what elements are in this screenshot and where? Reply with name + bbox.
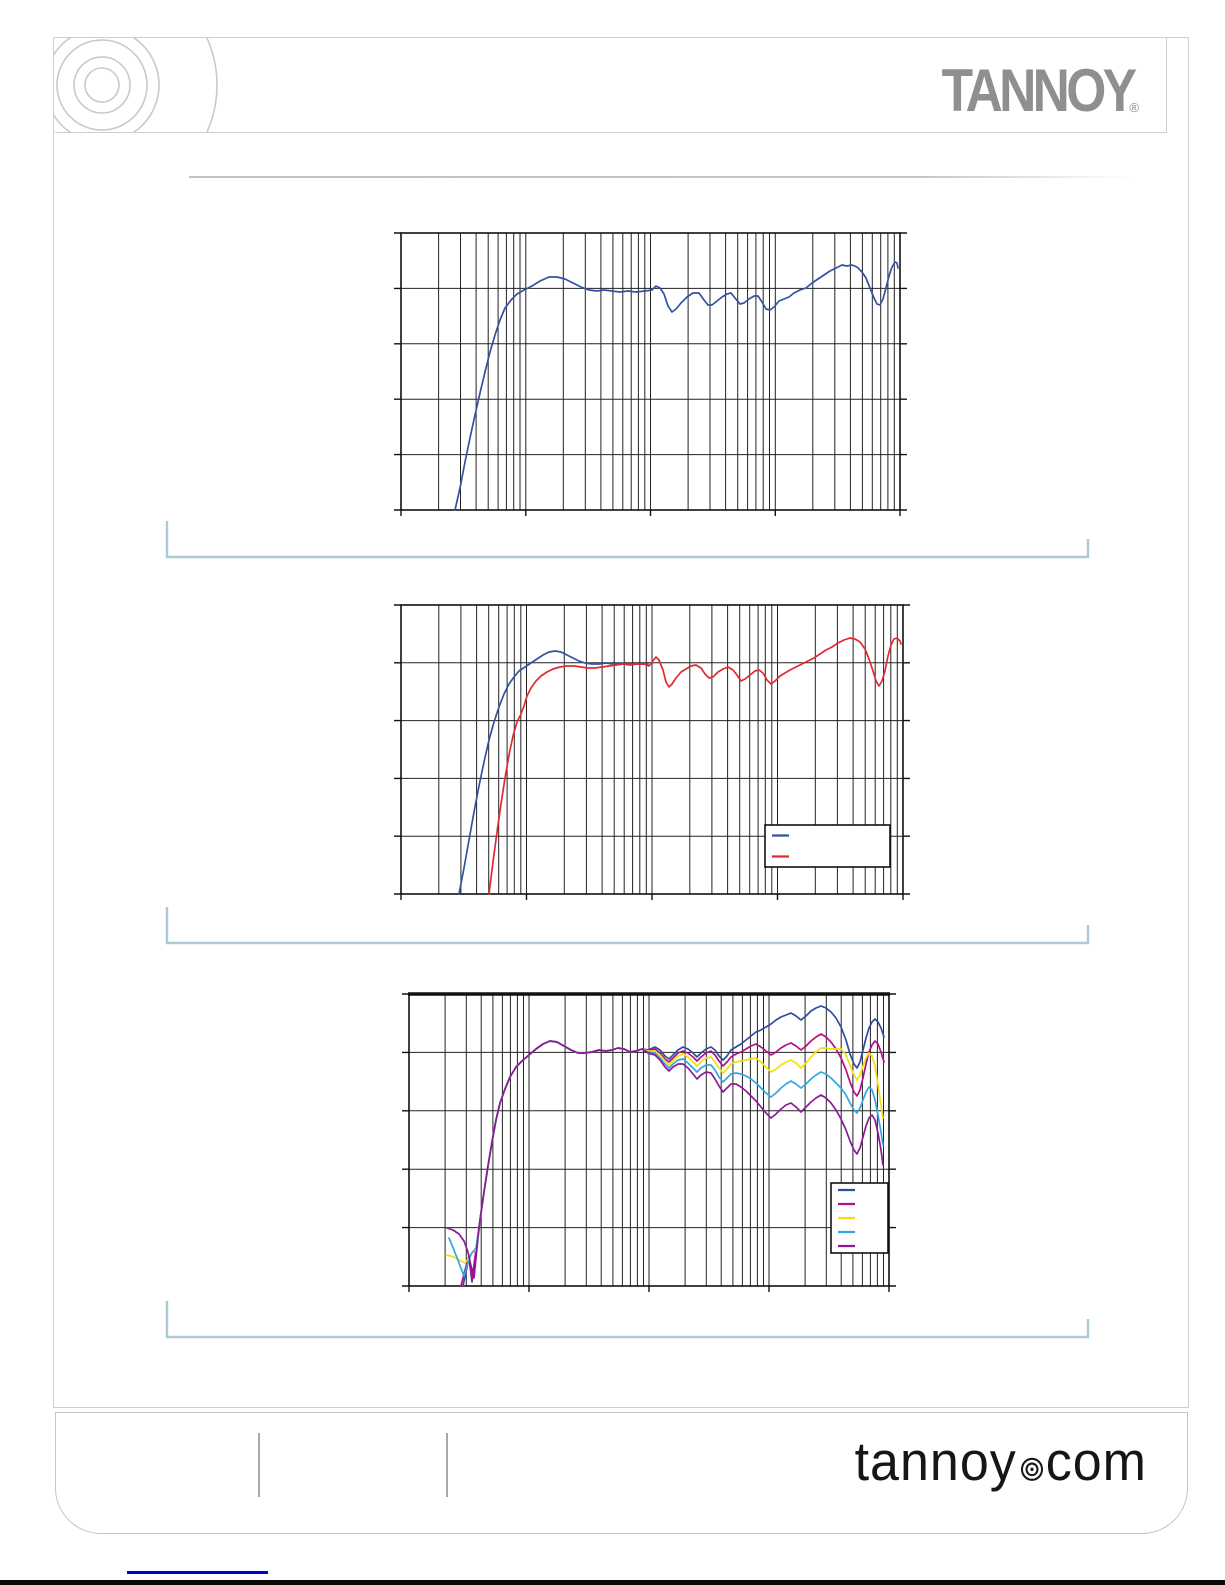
off-axis-response-chart-3 [402,992,896,1292]
frequency-response-chart-1 [394,232,907,516]
footer-link-underline[interactable] [127,1571,268,1574]
site-wordmark-right: com [1045,1431,1147,1493]
axis-ticks [394,232,907,516]
chart-legend [764,824,891,868]
caption-bracket-1 [165,521,1090,559]
chart-grid [408,993,890,1287]
footer-divider-2 [446,1433,448,1497]
axis-ticks [394,604,910,900]
frequency-response-chart-2 [394,604,910,900]
tannoy-concentric-dot-icon [1020,1457,1043,1481]
series-curve-cyan [448,1040,884,1277]
series-on-axis-response [454,261,899,511]
series-curve-blue [458,650,649,895]
axis-ticks [402,993,896,1292]
brand-wordmark: TANNOY [941,55,1136,124]
header-rule [189,176,1133,178]
page-border [53,37,1189,1408]
site-wordmark-left: tannoy [854,1431,1017,1493]
page-bottom-edge [0,1580,1225,1585]
series-curve-purple [446,1040,884,1279]
header-band-bottom-line [55,132,1166,133]
legend-box [764,824,891,868]
series-curve-red [488,637,902,895]
footer-box [55,1412,1188,1534]
tannoy-driver-logo-icon [53,38,218,132]
footer-site-logo[interactable]: tannoy com [855,1435,1147,1490]
registered-mark: ® [1129,100,1139,115]
header-band-right-line [1166,37,1167,133]
footer-divider-1 [258,1433,260,1497]
caption-bracket-2 [165,907,1090,945]
caption-bracket-3 [165,1301,1090,1339]
chart-legend [830,1182,889,1254]
